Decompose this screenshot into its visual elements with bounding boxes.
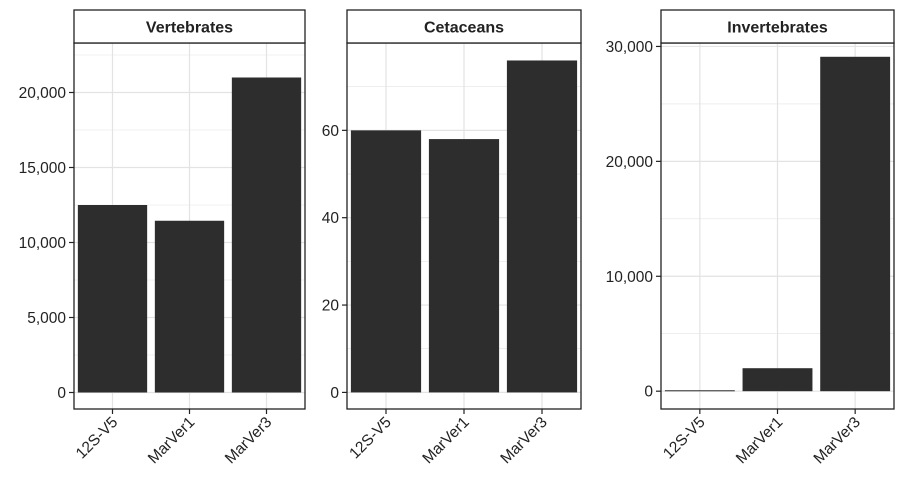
facet-panel: Vertebrates 0 5,000 10,000 15,000 20,000 12S-V…	[19, 9, 306, 467]
bar	[742, 368, 813, 392]
bar	[350, 130, 422, 393]
x-tick-label: 12S-V5	[660, 414, 709, 463]
bar	[154, 220, 225, 393]
bar	[428, 139, 500, 393]
x-tick-label: MarVer3	[497, 414, 550, 467]
x-tick-label: MarVer1	[145, 414, 198, 467]
y-tick-label: 10,000	[19, 235, 67, 252]
facet-panel: Cetaceans 0 20 40 60 12S-V5 MarVer1 MarVer3	[322, 9, 582, 467]
y-tick-label: 60	[322, 123, 340, 140]
y-tick-label: 20,000	[19, 85, 67, 102]
y-tick-label: 5,000	[27, 310, 66, 327]
x-tick-label: 12S-V5	[73, 414, 122, 463]
facet-strip	[73, 9, 306, 44]
bar	[231, 77, 302, 393]
y-tick-label: 20,000	[606, 154, 654, 171]
y-tick-label: 15,000	[19, 160, 67, 177]
facet-title: Vertebrates	[146, 20, 233, 37]
facet-panel: Invertebrates 0 10,000 20,000 30,000 12S-V5 Ma…	[606, 9, 895, 467]
x-tick-label: MarVer1	[733, 414, 786, 467]
bar	[77, 205, 148, 393]
y-tick-label: 20	[322, 298, 340, 315]
facet-strip	[346, 9, 582, 44]
facet-strip	[660, 9, 895, 44]
x-tick-label: MarVer3	[222, 414, 275, 467]
y-tick-label: 0	[330, 385, 339, 402]
bar	[820, 56, 891, 392]
y-tick-label: 40	[322, 210, 340, 227]
y-tick-label: 30,000	[606, 39, 654, 56]
bar	[664, 390, 735, 392]
facet-title: Cetaceans	[424, 20, 504, 37]
x-tick-label: MarVer1	[419, 414, 472, 467]
bar	[506, 60, 578, 393]
x-tick-label: MarVer3	[811, 414, 864, 467]
x-tick-label: 12S-V5	[346, 414, 395, 463]
facet-title: Invertebrates	[727, 20, 828, 37]
y-tick-label: 0	[57, 385, 66, 402]
y-tick-label: 0	[644, 384, 653, 401]
y-tick-label: 10,000	[606, 269, 654, 286]
